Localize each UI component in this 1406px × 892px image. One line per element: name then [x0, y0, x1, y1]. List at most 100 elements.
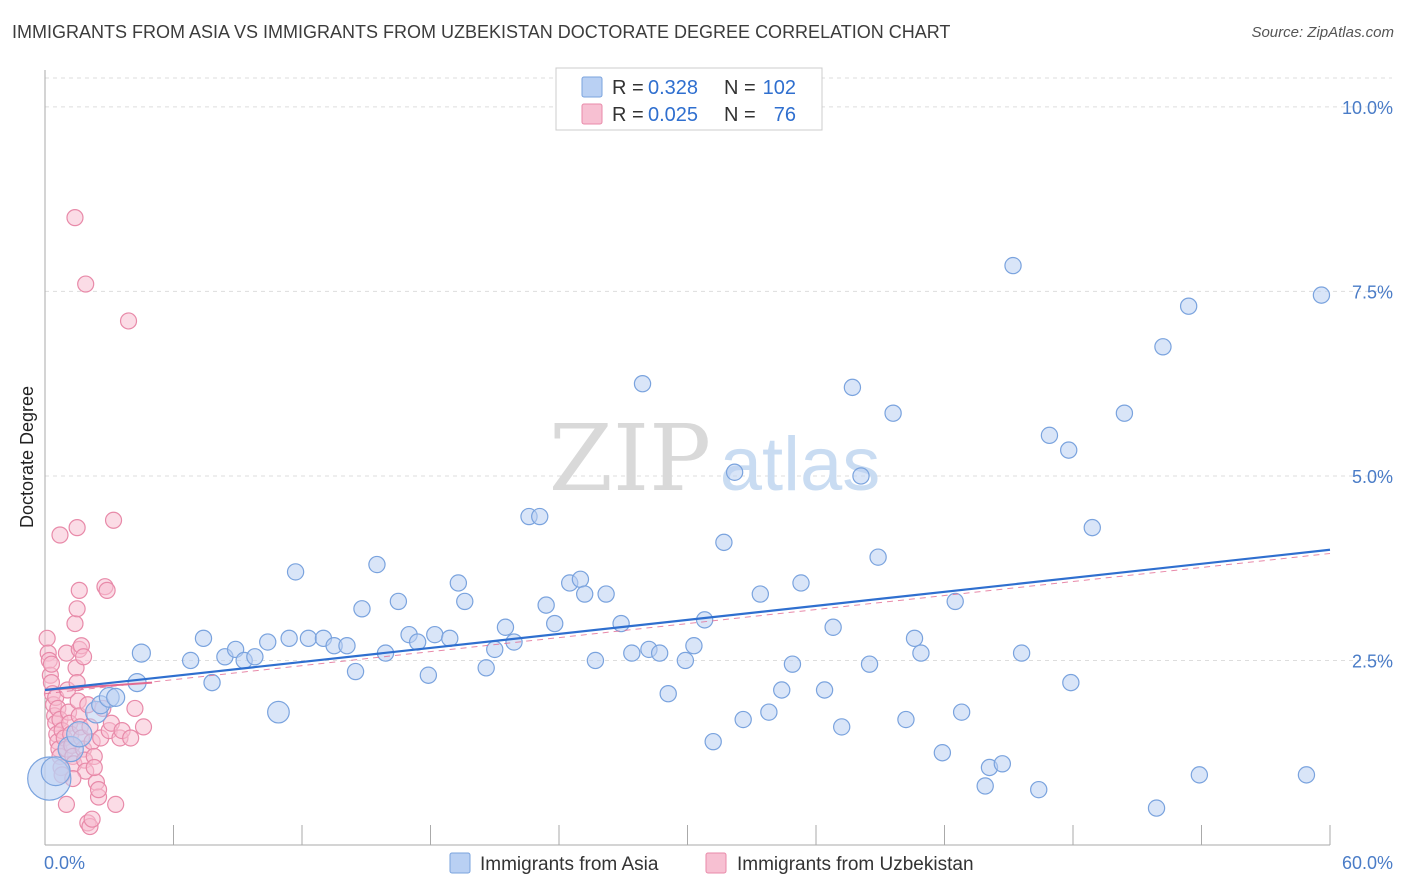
asia-point-84 [993, 755, 1012, 773]
uzbekistan-point-65 [98, 581, 116, 599]
uzbekistan-point-0 [38, 629, 56, 647]
asia-point-42 [531, 507, 549, 526]
asia-point-35 [449, 574, 468, 592]
asia-point-60 [715, 533, 733, 552]
y-tick-label-2: 7.5% [1352, 282, 1393, 302]
asia-point-65 [773, 681, 791, 699]
asia-point-9 [131, 643, 151, 663]
uzbekistan-point-68 [104, 511, 123, 529]
asia-point-34 [441, 629, 459, 648]
asia-point-72 [852, 467, 870, 485]
asia-point-58 [695, 611, 714, 629]
asia-point-86 [1012, 644, 1031, 662]
asia-point-11 [194, 629, 213, 648]
y-tick-label-3: 10.0% [1342, 98, 1393, 118]
asia-point-59 [704, 732, 722, 751]
asia-point-76 [897, 710, 915, 729]
uzbekistan-point-60 [85, 758, 103, 777]
uzbekistan-point-15 [42, 655, 61, 673]
asia-point-27 [368, 555, 386, 574]
asia-point-74 [869, 548, 887, 566]
legend-swatch-uzbekistan [705, 852, 727, 874]
stats-r-value-asia: 0.328 [648, 77, 698, 99]
uzbekistan-point-59 [83, 810, 101, 828]
uzbekistan-trend-dashed [44, 552, 1331, 695]
uzbekistan-point-73 [122, 729, 140, 747]
bottom-legend: Immigrants from Asia Immigrants from Uzb… [449, 852, 974, 875]
asia-point-97 [1297, 766, 1316, 784]
stats-r-value-uzbekistan: 0.025 [648, 104, 698, 126]
stats-r-label-asia: R = [612, 77, 644, 99]
asia-point-51 [623, 644, 641, 662]
uzbekistan-point-46 [66, 209, 84, 227]
asia-point-69 [824, 618, 842, 636]
asia-point-20 [286, 563, 305, 581]
legend-swatch-asia [449, 852, 471, 874]
y-axis-label: Doctorate Degree [17, 386, 37, 528]
asia-point-61 [725, 463, 744, 481]
y-tick-label-0: 2.5% [1352, 651, 1393, 671]
trend-lines [44, 548, 1331, 695]
uzbekistan-point-40 [57, 795, 76, 814]
stats-r-label-uzbekistan: R = [612, 104, 644, 126]
uzbekistan-point-72 [119, 312, 138, 330]
watermark-atlas: atlas [720, 422, 881, 507]
asia-point-70 [833, 718, 851, 736]
asia-point-39 [496, 618, 515, 636]
asia-point-16 [246, 648, 264, 666]
asia-point-24 [338, 637, 356, 655]
axes [44, 70, 1331, 846]
stats-n-value-asia: 102 [763, 77, 796, 99]
asia-point-98 [1312, 286, 1331, 304]
asia-point-63 [751, 585, 770, 603]
asia-point-62 [734, 710, 752, 729]
asia-points [27, 256, 1331, 817]
asia-point-75 [884, 404, 902, 422]
asia-point-48 [586, 651, 605, 670]
uzbekistan-point-30 [66, 614, 84, 633]
watermark-zip: ZIP [549, 405, 711, 512]
asia-point-44 [546, 614, 564, 633]
stats-legend-swatch-asia [581, 76, 603, 98]
asia-point-87 [1030, 780, 1048, 799]
stats-n-label-asia: N = [724, 77, 756, 99]
x-tick-label-1: 60.0% [1342, 853, 1393, 873]
watermark: ZIP atlas [549, 405, 880, 512]
asia-point-49 [597, 585, 615, 603]
uzbekistan-point-47 [51, 526, 69, 544]
asia-point-88 [1040, 426, 1059, 445]
asia-point-77 [905, 629, 924, 648]
source-label: Source: ZipAtlas.com [1251, 24, 1394, 41]
asia-point-68 [815, 681, 834, 699]
asia-point-64 [760, 703, 778, 721]
asia-point-46 [571, 570, 590, 588]
asia-point-80 [946, 592, 964, 611]
asia-point-32 [419, 666, 438, 684]
uzbekistan-point-61 [89, 781, 108, 799]
asia-point-55 [659, 684, 677, 703]
asia-point-91 [1083, 518, 1101, 537]
asia-point-12 [203, 673, 221, 692]
asia-point-66 [783, 655, 802, 673]
grid-lines [45, 77, 1392, 661]
chart-title: IMMIGRANTS FROM ASIA VS IMMIGRANTS FROM … [12, 22, 951, 42]
uzbekistan-point-74 [126, 699, 144, 718]
asia-point-73 [860, 655, 879, 673]
asia-point-82 [976, 777, 994, 795]
asia-point-43 [537, 596, 555, 614]
asia-trend-line [44, 548, 1331, 692]
asia-point-38 [486, 640, 504, 659]
asia-point-71 [843, 378, 862, 397]
uzbekistan-point-69 [107, 795, 125, 814]
asia-point-3 [66, 721, 93, 748]
asia-point-85 [1004, 256, 1022, 275]
uzbekistan-point-42 [68, 600, 86, 618]
stats-legend: R = 0.328 N = 102 R = 0.025 N = 76 [555, 67, 823, 131]
asia-point-94 [1154, 338, 1172, 356]
asia-point-67 [792, 574, 810, 592]
asia-point-10 [181, 651, 200, 670]
y-tick-label-1: 5.0% [1352, 467, 1393, 487]
uzbekistan-point-50 [77, 275, 95, 293]
asia-point-36 [456, 592, 474, 611]
